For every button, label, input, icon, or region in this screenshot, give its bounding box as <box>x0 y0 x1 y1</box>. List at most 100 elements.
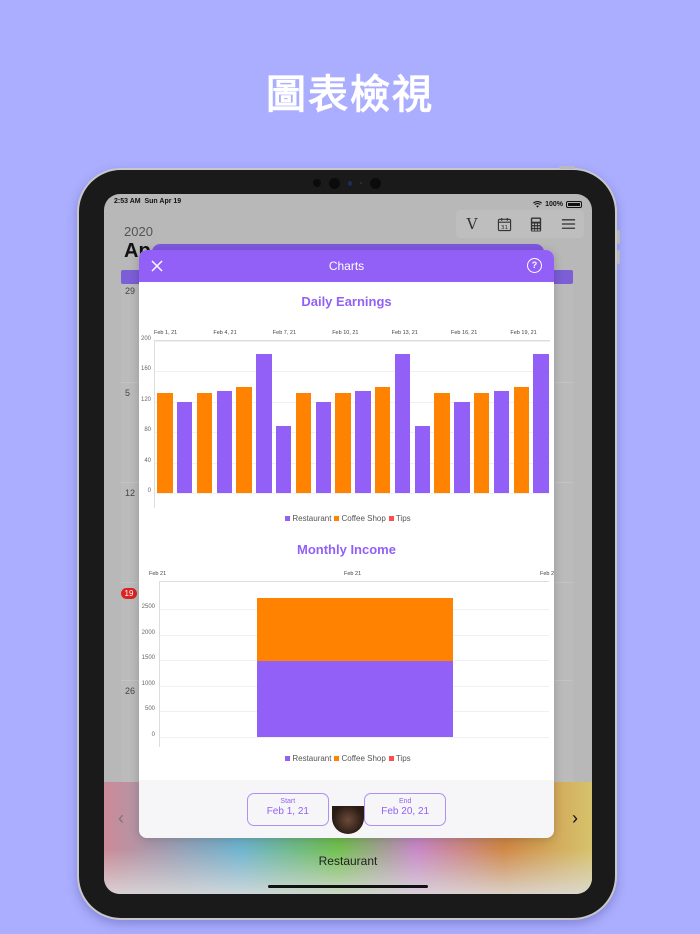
x-tick-label: Feb 4, 21 <box>213 330 237 336</box>
start-date-button[interactable]: Start Feb 1, 21 <box>246 792 329 826</box>
x-tick-label: Feb 7, 21 <box>272 330 297 336</box>
gridline <box>155 401 550 403</box>
bar-restaurant <box>394 353 411 493</box>
y-tick-label: 2000 <box>141 629 155 636</box>
bar-coffee-shop <box>513 387 529 493</box>
next-arrow-icon[interactable]: › <box>572 808 578 828</box>
legend-swatch <box>285 756 291 761</box>
close-button[interactable] <box>149 258 165 274</box>
svg-text:31: 31 <box>500 225 508 231</box>
y-tick-label: 120 <box>140 396 151 403</box>
y-tick-label: 1500 <box>141 655 155 662</box>
bar-restaurant <box>454 401 470 493</box>
legend-swatch <box>285 516 291 521</box>
bar-coffee-shop <box>473 392 490 493</box>
x-tick-label: Feb 2 <box>540 571 554 577</box>
y-tick-label: 80 <box>144 427 151 434</box>
bar-coffee-shop <box>434 392 450 493</box>
today-badge[interactable]: 19 <box>121 588 137 599</box>
chart-title: Monthly Income <box>297 542 396 557</box>
wifi-icon <box>533 200 543 208</box>
category-avatar[interactable] <box>332 806 364 834</box>
bar-coffee-shop <box>236 387 252 493</box>
bar-restaurant <box>216 391 232 493</box>
gridline <box>155 493 550 494</box>
home-indicator[interactable] <box>268 885 428 888</box>
chart-legend: Restaurant Coffee Shop Tips <box>139 514 554 523</box>
promo-title: 圖表檢視 <box>266 72 434 118</box>
end-label: End <box>398 797 412 805</box>
bar-restaurant <box>493 391 510 493</box>
gridline <box>160 737 549 738</box>
bar-restaurant <box>176 401 193 493</box>
bar-coffee-shop <box>196 392 213 493</box>
y-tick-label: 0 <box>151 732 155 738</box>
stack-restaurant <box>257 661 453 737</box>
legend-label: Tips <box>395 754 411 763</box>
carousel-label: Restaurant <box>318 854 378 868</box>
daily-earnings-chart: Daily Earnings Feb 1, 21 Feb 4, 21 Feb 7, … <box>139 282 554 523</box>
week-number[interactable]: 12 <box>125 488 136 498</box>
y-tick-label: 200 <box>140 336 151 342</box>
modal-header: Charts ? <box>139 250 554 282</box>
bar-restaurant <box>533 353 549 493</box>
y-tick-label: 0 <box>147 488 151 494</box>
x-tick-label: Feb 21 <box>344 571 362 577</box>
legend-swatch <box>388 756 394 761</box>
y-tick-label: 160 <box>140 366 151 373</box>
top-toolbar: V 31 <box>456 210 584 238</box>
volume-button <box>617 230 620 244</box>
battery-icon <box>566 200 582 208</box>
y-tick-label: 1000 <box>141 680 155 687</box>
chart-legend: Restaurant Coffee Shop Tips <box>139 754 554 763</box>
x-tick-label: Feb 10, 21 <box>332 330 359 336</box>
top-button <box>559 166 575 169</box>
v-logo-icon[interactable]: V <box>466 215 478 233</box>
bar-restaurant <box>355 391 371 493</box>
gridline <box>155 371 550 373</box>
bar-coffee-shop <box>374 387 391 493</box>
legend-label: Restaurant <box>292 514 332 523</box>
close-icon <box>151 260 163 272</box>
legend-label: Tips <box>395 514 411 523</box>
y-tick-label: 40 <box>144 457 151 464</box>
screen: 2:53 AM Sun Apr 19 100% 2020 Ap V 31 29 <box>104 194 592 894</box>
bar-restaurant <box>315 401 331 493</box>
x-tick-label: Feb 19, 21 <box>510 330 537 336</box>
week-number[interactable]: 26 <box>125 686 136 696</box>
bar-restaurant <box>256 353 272 493</box>
calendar-icon[interactable]: 31 <box>494 214 514 234</box>
monthly-income-chart: Monthly Income Feb 21 Feb 21 Feb 2 0 500 100… <box>139 522 554 782</box>
legend-swatch <box>388 516 394 521</box>
legend-label: Coffee Shop <box>341 514 386 523</box>
stack-coffee-shop <box>257 597 453 662</box>
start-label: Start <box>280 797 296 805</box>
daily-plot-area <box>154 340 550 508</box>
prev-arrow-icon[interactable]: ‹ <box>118 808 124 828</box>
calendar-year: 2020 <box>124 224 153 239</box>
legend-label: Coffee Shop <box>341 754 386 763</box>
y-tick-label: 2500 <box>141 604 155 610</box>
bar-coffee-shop <box>335 392 351 493</box>
legend-swatch <box>334 756 340 761</box>
end-date-button[interactable]: End Feb 20, 21 <box>364 792 447 826</box>
status-date: Sun Apr 19 <box>144 198 182 205</box>
start-value: Feb 1, 21 <box>266 805 309 817</box>
bar-restaurant <box>275 426 292 493</box>
modal-title: Charts <box>328 259 365 273</box>
charts-modal: Charts ? Daily Earnings Feb 1, 21 Feb 4, … <box>139 250 554 838</box>
battery-percent: 100% <box>545 200 563 208</box>
week-number[interactable]: 29 <box>125 286 136 296</box>
week-number[interactable]: 5 <box>125 388 131 398</box>
ipad-device-frame: 2:53 AM Sun Apr 19 100% 2020 Ap V 31 29 <box>77 166 620 920</box>
calculator-icon[interactable] <box>526 214 546 234</box>
help-button[interactable]: ? <box>527 258 542 273</box>
status-time: 2:53 AM <box>114 198 141 205</box>
gridline <box>155 462 550 464</box>
end-value: Feb 20, 21 <box>381 805 430 817</box>
legend-swatch <box>334 516 340 521</box>
bar-coffee-shop <box>157 392 173 493</box>
x-tick-label: Feb 1, 21 <box>154 330 178 336</box>
bar-coffee-shop <box>295 392 312 493</box>
menu-icon[interactable] <box>558 214 578 234</box>
